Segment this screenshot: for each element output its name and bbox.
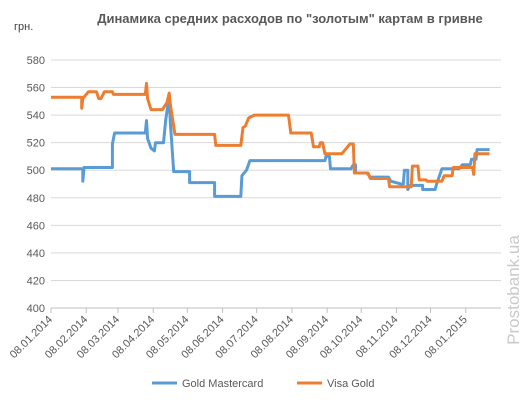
- y-tick-label: 420: [27, 275, 45, 287]
- gridlines: [51, 59, 501, 309]
- y-tick-label: 500: [27, 165, 45, 177]
- y-axis-ticks: 400 420 440 460 480 500 520 540 560 580: [27, 55, 45, 315]
- legend-label-0: Gold Mastercard: [182, 378, 263, 390]
- x-axis-ticks: 08.01.201408.02.201408.03.201408.04.2014…: [8, 307, 501, 361]
- series-lines: [51, 81, 490, 198]
- y-tick-label: 440: [27, 248, 45, 260]
- legend: Gold Mastercard Visa Gold: [152, 378, 375, 390]
- y-axis-unit: грн.: [14, 21, 33, 33]
- y-tick-label: 480: [27, 193, 45, 205]
- series-line-1: [51, 81, 490, 189]
- y-tick-label: 560: [27, 83, 45, 95]
- watermark: Prostobank.ua: [504, 235, 523, 345]
- legend-label-1: Visa Gold: [327, 378, 375, 390]
- y-tick-label: 540: [27, 110, 45, 122]
- series-line-0: [51, 95, 490, 198]
- y-tick-label: 520: [27, 138, 45, 150]
- y-tick-label: 580: [27, 55, 45, 67]
- chart-title: Динамика средних расходов по "золотым" к…: [97, 11, 483, 26]
- y-tick-label: 460: [27, 220, 45, 232]
- y-tick-label: 400: [27, 303, 45, 315]
